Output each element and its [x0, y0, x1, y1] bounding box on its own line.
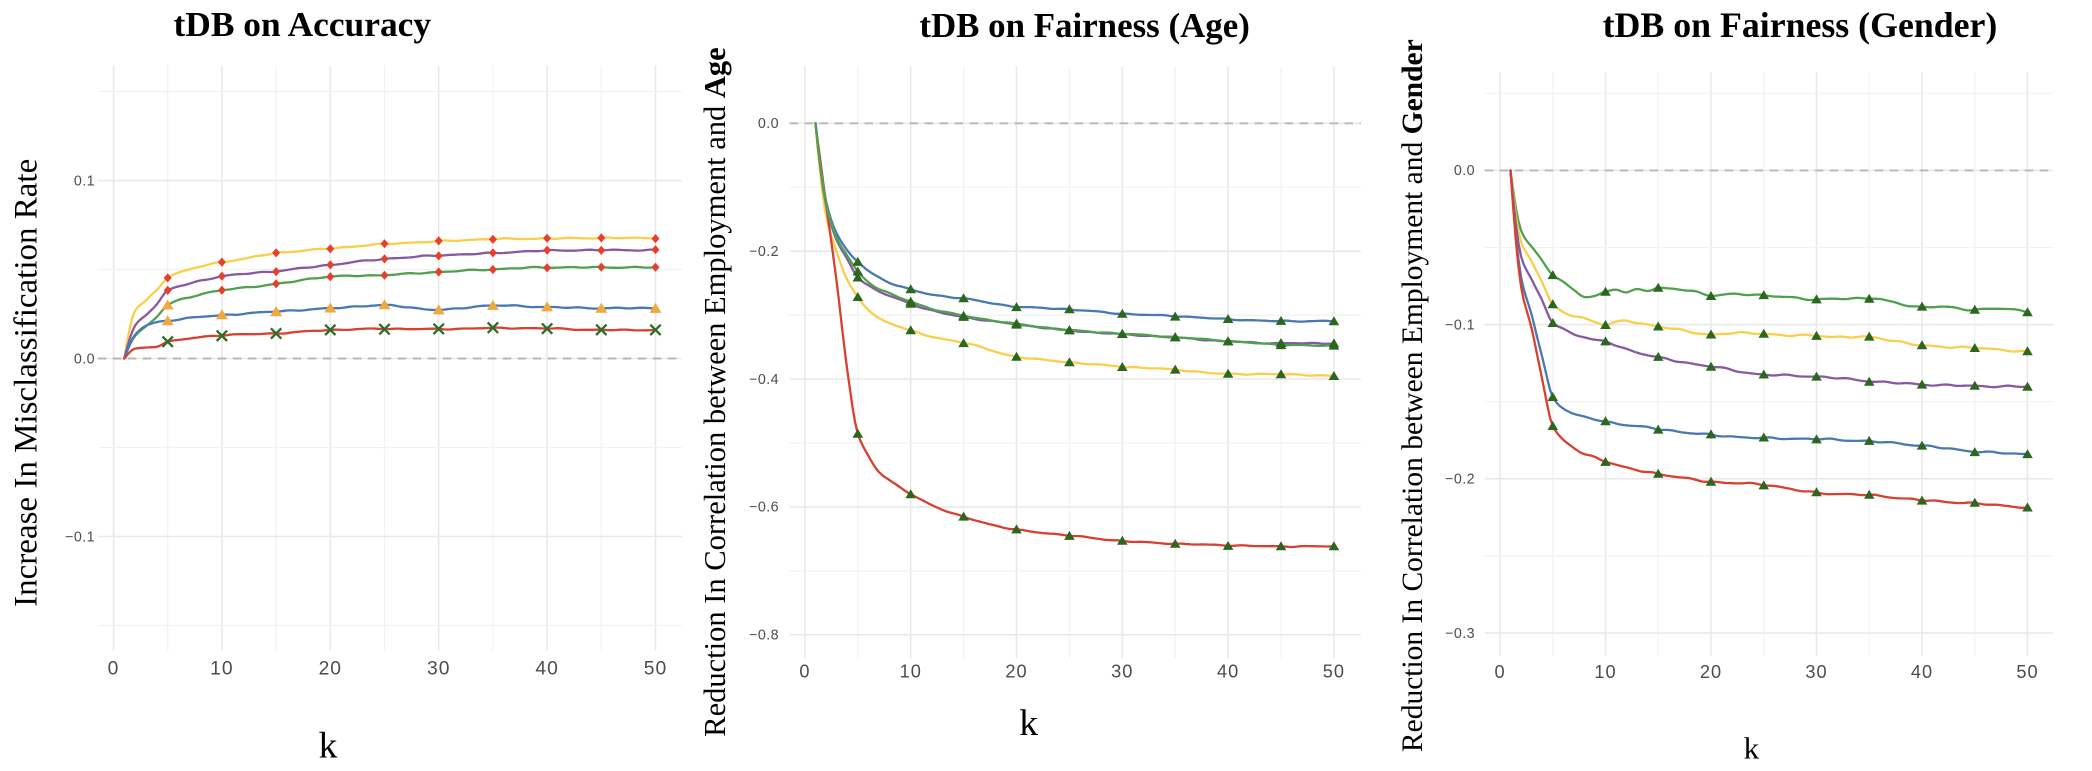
svg-text:−0.6: −0.6 — [749, 500, 779, 516]
svg-text:k: k — [319, 726, 338, 767]
svg-text:k: k — [1019, 703, 1038, 744]
svg-text:Reduction In Correlation betwe: Reduction In Correlation between Employm… — [698, 47, 732, 736]
svg-text:30: 30 — [1111, 662, 1133, 682]
svg-text:Increase In Misclassification: Increase In Misclassification Rate — [9, 159, 45, 607]
svg-text:10: 10 — [900, 662, 922, 682]
svg-text:40: 40 — [535, 658, 558, 679]
svg-text:−0.2: −0.2 — [749, 244, 779, 260]
svg-text:tDB on Fairness (Gender): tDB on Fairness (Gender) — [1603, 5, 1998, 45]
svg-text:40: 40 — [1217, 662, 1239, 682]
svg-text:50: 50 — [2016, 662, 2038, 682]
svg-text:10: 10 — [1594, 662, 1616, 682]
svg-text:0.0: 0.0 — [758, 116, 779, 132]
svg-text:0: 0 — [1494, 662, 1505, 682]
svg-text:−0.1: −0.1 — [65, 529, 95, 545]
svg-text:30: 30 — [1805, 662, 1827, 682]
svg-text:30: 30 — [427, 658, 450, 679]
svg-text:10: 10 — [210, 658, 233, 679]
svg-text:0.0: 0.0 — [1454, 163, 1475, 179]
svg-text:tDB on Fairness (Age): tDB on Fairness (Age) — [919, 6, 1249, 45]
svg-text:20: 20 — [1700, 662, 1722, 682]
svg-text:20: 20 — [1005, 662, 1027, 682]
svg-text:−0.2: −0.2 — [1445, 472, 1475, 488]
svg-text:−0.1: −0.1 — [1445, 317, 1475, 333]
svg-text:tDB on Accuracy: tDB on Accuracy — [174, 4, 432, 44]
svg-text:0.1: 0.1 — [74, 173, 95, 189]
svg-text:Reduction In Correlation betwe: Reduction In Correlation between Employm… — [1397, 39, 1429, 752]
svg-text:−0.4: −0.4 — [749, 372, 779, 388]
svg-text:50: 50 — [644, 658, 667, 679]
svg-text:0: 0 — [799, 662, 810, 682]
svg-text:40: 40 — [1911, 662, 1933, 682]
svg-text:50: 50 — [1323, 662, 1345, 682]
svg-text:20: 20 — [319, 658, 342, 679]
svg-text:0: 0 — [108, 658, 120, 679]
svg-text:−0.8: −0.8 — [749, 628, 779, 644]
svg-text:−0.3: −0.3 — [1445, 626, 1475, 642]
svg-text:0.0: 0.0 — [74, 351, 95, 367]
svg-text:k: k — [1744, 731, 1760, 766]
